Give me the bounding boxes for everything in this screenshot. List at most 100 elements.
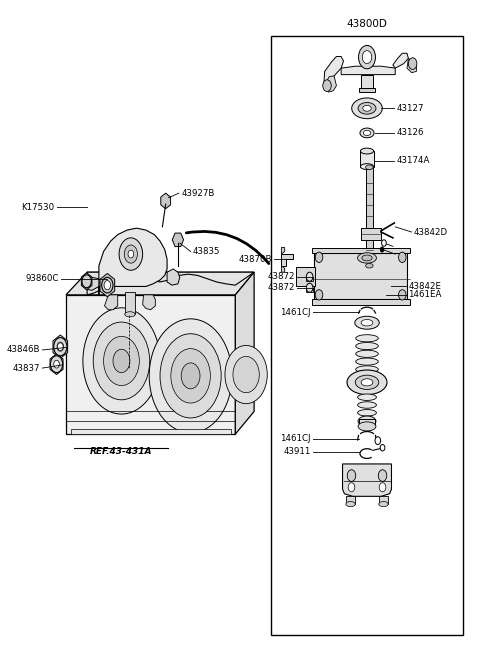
Polygon shape [99,228,167,295]
Polygon shape [71,429,230,434]
Circle shape [315,290,323,300]
Polygon shape [324,56,344,86]
Ellipse shape [358,402,376,408]
Polygon shape [343,464,392,496]
Bar [359,418,375,426]
Polygon shape [87,272,254,295]
Ellipse shape [379,502,388,507]
Circle shape [359,46,375,69]
Circle shape [306,283,313,292]
Ellipse shape [356,358,378,365]
Circle shape [225,346,267,404]
Circle shape [379,483,386,492]
Ellipse shape [363,105,371,111]
Ellipse shape [358,410,376,416]
Polygon shape [346,496,355,504]
Ellipse shape [366,165,373,169]
Text: K17530: K17530 [21,203,54,212]
Text: 1461CJ: 1461CJ [280,434,311,443]
Text: 43872: 43872 [267,272,295,281]
Circle shape [160,334,221,418]
Polygon shape [167,269,180,285]
Text: 43872: 43872 [267,284,295,292]
Circle shape [93,322,150,400]
Text: 43842D: 43842D [414,227,448,237]
Bar [306,277,313,282]
Circle shape [315,252,323,262]
Text: 43927B: 43927B [181,188,215,198]
Polygon shape [50,354,63,375]
Circle shape [128,250,134,258]
Ellipse shape [355,375,379,389]
Circle shape [398,290,406,300]
Polygon shape [281,254,293,266]
Polygon shape [361,228,381,240]
Text: 43846B: 43846B [7,346,40,354]
Circle shape [57,342,63,351]
Polygon shape [81,273,92,290]
Ellipse shape [356,334,378,342]
Circle shape [119,238,143,270]
Polygon shape [100,274,115,297]
Circle shape [375,437,381,444]
Circle shape [382,240,386,247]
Bar [271,36,463,635]
Circle shape [102,278,113,293]
Polygon shape [53,335,68,358]
Polygon shape [379,496,388,504]
Bar [306,288,313,292]
Polygon shape [235,272,254,434]
Ellipse shape [355,316,379,329]
Ellipse shape [352,98,382,119]
Polygon shape [281,266,285,272]
Circle shape [408,58,417,69]
Polygon shape [407,58,416,73]
Circle shape [181,363,200,389]
Polygon shape [324,76,336,92]
Polygon shape [312,248,410,253]
Ellipse shape [360,148,373,154]
Polygon shape [83,278,99,290]
Circle shape [54,338,67,356]
Text: 93860C: 93860C [25,274,59,283]
Ellipse shape [358,253,376,263]
Text: 43126: 43126 [396,128,424,137]
Polygon shape [359,87,375,92]
Text: 43911: 43911 [283,447,311,456]
Circle shape [171,348,210,403]
Text: 43174A: 43174A [396,156,430,165]
Ellipse shape [360,164,373,169]
Ellipse shape [358,102,376,114]
Circle shape [323,80,331,91]
Circle shape [362,51,372,63]
Ellipse shape [347,370,387,395]
Text: 43837: 43837 [12,364,40,373]
Circle shape [82,275,91,288]
Ellipse shape [358,394,376,401]
Ellipse shape [356,366,378,373]
Polygon shape [161,193,170,209]
Text: REF.43-431A: REF.43-431A [90,447,153,456]
Text: 43127: 43127 [396,104,424,113]
Circle shape [306,272,313,282]
Bar [125,292,135,315]
Circle shape [398,252,406,262]
Ellipse shape [346,502,355,507]
Ellipse shape [361,319,373,326]
Polygon shape [66,272,254,295]
Bar [360,151,373,167]
Circle shape [124,245,137,263]
Text: 43870B: 43870B [239,254,272,264]
Text: 43842E: 43842E [408,282,442,291]
Polygon shape [143,295,156,310]
Ellipse shape [360,128,374,137]
Polygon shape [281,248,285,254]
Circle shape [83,308,160,414]
Circle shape [149,319,232,433]
Polygon shape [66,295,235,434]
Ellipse shape [358,416,376,426]
Circle shape [54,360,60,368]
Polygon shape [393,54,408,68]
Text: 1461CJ: 1461CJ [280,308,311,317]
Circle shape [104,281,110,290]
